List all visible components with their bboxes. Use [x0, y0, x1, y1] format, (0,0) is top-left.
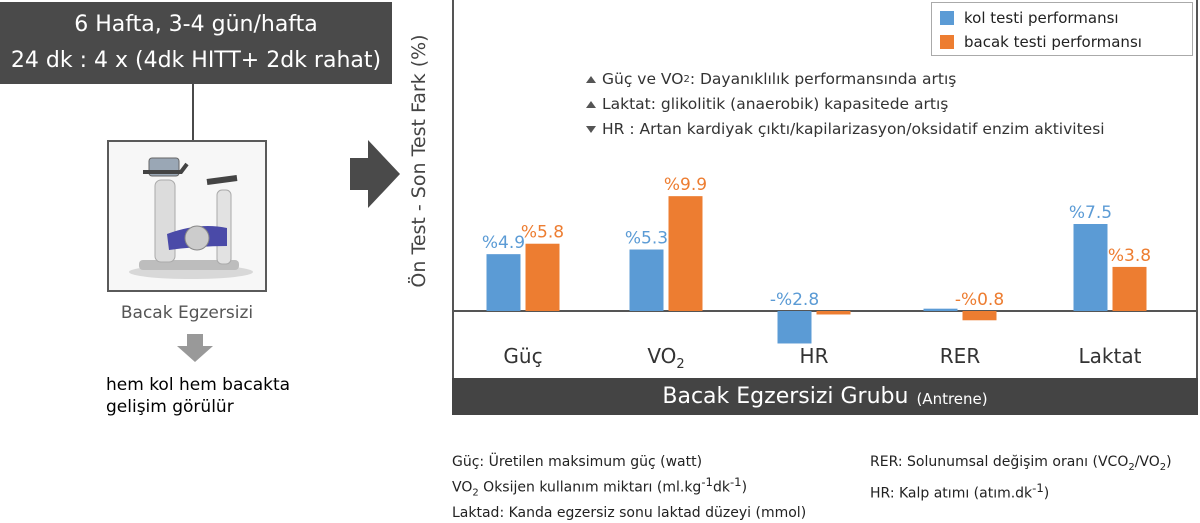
definition-rer-mid: /VO: [1134, 454, 1160, 470]
definition-rer-post: ): [1166, 454, 1172, 470]
protocol-line-2: 24 dk : 4 x (4dk HITT+ 2dk rahat): [10, 48, 382, 73]
result-text: hem kol hem bacakta gelişim görülür: [106, 374, 290, 418]
legend-item-leg: bacak testi performansı: [940, 33, 1142, 51]
definition-lactate: Laktad: Kanda egzersiz sonu laktad düzey…: [452, 505, 807, 522]
bar-leg-1: [668, 196, 703, 311]
bar-leg-3: [962, 311, 997, 321]
definition-rer-pre: RER: Solunumsal değişim oranı (VCO: [870, 454, 1129, 470]
connector-line: [192, 84, 194, 140]
legend-item-arm: kol testi performansı: [940, 9, 1119, 27]
bar-arm-1: [629, 249, 664, 311]
note-1-sub: 2: [683, 74, 690, 85]
definition-hr-pre: HR: Kalp atımı (atım.dk: [870, 485, 1033, 502]
legend-swatch-arm: [940, 11, 954, 25]
definition-rer-sub2: 2: [1159, 461, 1167, 473]
group-bar: Bacak Egzersizi Grubu (Antrene): [452, 378, 1198, 415]
definition-vo2-post3: ): [741, 479, 748, 496]
definition-vo2-post: Oksijen kullanım miktarı (ml.kg: [478, 479, 702, 496]
legend-swatch-leg: [940, 35, 954, 49]
up-triangle-icon: [586, 101, 596, 108]
exercise-caption: Bacak Egzersizi: [120, 303, 254, 323]
note-1-pre: Güç ve VO: [602, 70, 684, 88]
note-3-text: HR : Artan kardiyak çıktı/kapilarizasyon…: [602, 120, 1105, 138]
value-label-arm-1: %5.3: [625, 229, 668, 249]
definition-hr-post: ): [1043, 485, 1050, 502]
bar-arm-0: [486, 254, 521, 311]
category-label-3: RER: [940, 344, 981, 368]
down-arrow-icon: [177, 334, 213, 362]
definition-rer: RER: Solunumsal değişim oranı (VCO2/VO2): [870, 452, 1172, 478]
bar-leg-0: [525, 243, 560, 311]
result-line-1: hem kol hem bacakta: [106, 375, 291, 395]
definition-vo2-sup2: -1: [729, 475, 742, 489]
protocol-line-1: 6 Hafta, 3-4 gün/hafta: [74, 12, 318, 37]
result-line-2: gelişim görülür: [106, 397, 234, 417]
group-subtitle: (Antrene): [916, 389, 988, 408]
chart-panel: [452, 0, 1198, 415]
bar-leg-4: [1112, 266, 1147, 311]
value-label-arm-0: %4.9: [482, 233, 525, 253]
value-label-leg-1: %9.9: [664, 175, 707, 195]
definition-hr-sup: -1: [1032, 480, 1044, 495]
value-label-leg-4: %3.8: [1108, 246, 1151, 266]
definitions-left: Güç: Üretilen maksimum güç (watt) VO2 Ok…: [452, 452, 806, 523]
note-1-post: : Dayanıklılık performansında artış: [689, 70, 957, 88]
right-arrow-icon: [350, 140, 400, 208]
bar-arm-2: [777, 311, 812, 344]
exercise-bike-icon: [109, 142, 265, 290]
protocol-box: 6 Hafta, 3-4 gün/hafta 24 dk : 4 x (4dk …: [0, 2, 392, 84]
definition-vo2: VO2 Oksijen kullanım miktarı (ml.kg-1dk-…: [452, 472, 806, 503]
category-label-1: VO2: [647, 344, 684, 372]
bar-chart: %4.9%5.8 Güç %5.3 %9.9 VO2 -%2.8 HR -%0.8 RER %7.…: [452, 175, 1198, 372]
definition-vo2-post2: dk: [712, 479, 730, 496]
value-label-leg-3: -%0.8: [955, 290, 1004, 310]
category-label-0: Güç: [503, 344, 542, 368]
note-3: HR : Artan kardiyak çıktı/kapilarizasyon…: [586, 117, 1105, 142]
legend-label-leg: bacak testi performansı: [964, 33, 1142, 51]
up-triangle-icon: [586, 76, 596, 83]
legend-label-arm: kol testi performansı: [964, 9, 1119, 27]
definition-vo2-pre: VO: [452, 479, 473, 496]
definition-rer-sub1: 2: [1128, 461, 1135, 473]
category-label-4: Laktat: [1079, 344, 1142, 368]
bar-arm-4: [1073, 224, 1108, 311]
down-triangle-icon: [586, 126, 596, 133]
notes: Güç ve VO 2 : Dayanıklılık performansında…: [586, 67, 1105, 142]
note-2: Laktat: glikolitik (anaerobik) kapasited…: [586, 92, 1105, 117]
definition-hr: HR: Kalp atımı (atım.dk-1): [870, 478, 1172, 504]
value-label-arm-4: %7.5: [1069, 203, 1112, 223]
definition-power: Güç: Üretilen maksimum güç (watt): [452, 454, 703, 470]
legend: kol testi performansı bacak testi perfor…: [931, 2, 1193, 56]
note-2-text: Laktat: glikolitik (anaerobik) kapasited…: [602, 95, 949, 113]
definition-vo2-sup1: -1: [701, 475, 713, 489]
value-label-leg-0: %5.8: [521, 223, 564, 243]
definitions-right: RER: Solunumsal değişim oranı (VCO2/VO2)…: [870, 452, 1172, 503]
bar-arm-3: [923, 308, 958, 311]
definition-vo2-sub: 2: [472, 487, 479, 499]
exercise-bike-image: [107, 140, 267, 292]
group-title: Bacak Egzersizi Grubu: [662, 384, 909, 409]
value-label-arm-2: -%2.8: [770, 290, 819, 310]
note-1: Güç ve VO 2 : Dayanıklılık performansında…: [586, 67, 1105, 92]
category-label-2: HR: [800, 344, 829, 368]
bar-leg-2: [816, 311, 851, 315]
